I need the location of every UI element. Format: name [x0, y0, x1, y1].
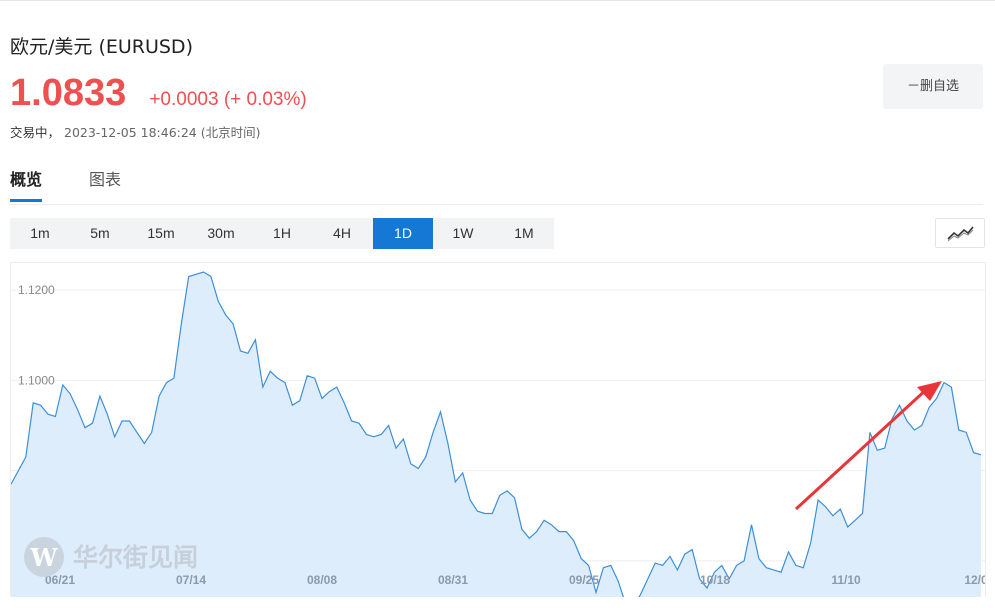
line-chart-icon	[947, 226, 974, 242]
current-price: 1.0833	[10, 72, 127, 114]
x-tick-label: 12/0	[964, 573, 985, 587]
chart-type-button[interactable]	[935, 218, 985, 248]
period-1h[interactable]: 1H	[273, 225, 291, 241]
x-tick-label: 11/10	[831, 573, 861, 587]
x-tick-label: 08/08	[307, 573, 337, 587]
x-tick-label: 08/31	[438, 573, 468, 587]
trading-status: 交易中， 2023-12-05 18:46:24 (北京时间)	[10, 122, 261, 141]
x-tick-label: 06/21	[45, 573, 75, 587]
status-timestamp: 2023-12-05 18:46:24 (北京时间)	[64, 125, 261, 140]
y-tick-label: 1.1000	[18, 373, 55, 387]
price-chart-svg: 1.12001.10001.08001.060006/2107/1408/080…	[11, 271, 985, 597]
watermark-text: 华尔街见闻	[73, 543, 198, 572]
y-tick-label: 1.1200	[18, 283, 55, 297]
status-label: 交易中，	[10, 125, 61, 140]
tab-bar: 概览 图表	[10, 168, 983, 205]
period-30m[interactable]: 30m	[207, 225, 235, 241]
remove-watchlist-button[interactable]: －删自选	[883, 64, 983, 109]
period-1mo[interactable]: 1M	[514, 225, 534, 241]
annotation-arrow-head	[917, 381, 942, 401]
top-divider	[0, 0, 995, 1]
x-tick-label: 09/25	[569, 573, 599, 587]
annotation-arrow-shaft	[794, 386, 930, 511]
watermark-logo-icon	[24, 537, 64, 577]
x-tick-label: 07/14	[176, 573, 206, 587]
price-line	[11, 271, 982, 597]
period-selector: 1m 5m 15m 30m 1H 4H 1D 1W 1M	[10, 218, 554, 249]
period-1d[interactable]: 1D	[373, 218, 433, 249]
page-title: 欧元/美元 (EURUSD)	[10, 36, 193, 58]
period-1w[interactable]: 1W	[452, 225, 474, 241]
tab-overview[interactable]: 概览	[10, 168, 43, 202]
tab-chart[interactable]: 图表	[89, 170, 122, 189]
price-row: 1.0833 +0.0003 (+ 0.03%)	[10, 72, 307, 115]
period-15m[interactable]: 15m	[147, 225, 175, 241]
x-tick-label: 10/18	[700, 573, 730, 587]
price-change: +0.0003 (+ 0.03%)	[149, 89, 307, 110]
period-4h[interactable]: 4H	[333, 225, 351, 241]
period-1m[interactable]: 1m	[30, 225, 50, 241]
price-area	[11, 272, 981, 597]
period-5m[interactable]: 5m	[90, 225, 110, 241]
price-chart[interactable]: 1.12001.10001.08001.060006/2107/1408/080…	[10, 262, 986, 597]
watermark-logo-letter: W	[30, 543, 59, 572]
